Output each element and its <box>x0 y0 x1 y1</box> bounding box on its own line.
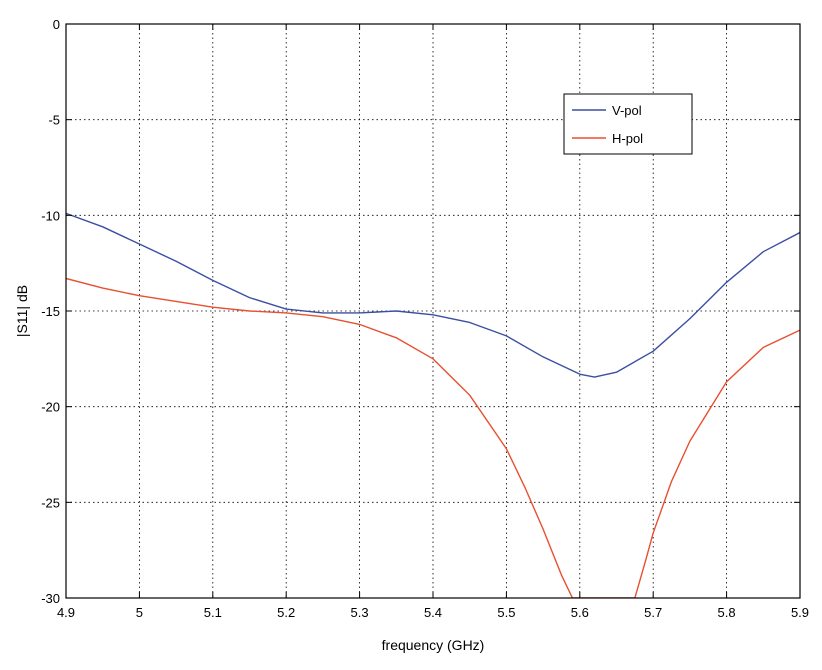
y-tick-label: -5 <box>48 113 60 128</box>
x-tick-label: 5.8 <box>718 605 736 620</box>
x-tick-label: 5.3 <box>351 605 369 620</box>
x-tick-label: 5.6 <box>571 605 589 620</box>
legend-box <box>563 93 693 155</box>
axis-ticks <box>65 23 801 599</box>
x-tick-label: 5.5 <box>497 605 515 620</box>
y-tick-label: -10 <box>41 208 60 223</box>
data-lines <box>66 212 800 598</box>
x-tick-label: 5.2 <box>277 605 295 620</box>
y-tick-label: -20 <box>41 400 60 415</box>
legend-label-h-pol: H-pol <box>612 131 643 146</box>
x-tick-label: 4.9 <box>57 605 75 620</box>
x-tick-label: 5.1 <box>204 605 222 620</box>
legend: V-pol H-pol <box>563 93 693 155</box>
y-tick-label: -25 <box>41 495 60 510</box>
y-tick-labels: 0 -5 -10 -15 -20 -25 -30 <box>41 17 60 606</box>
y-axis-label: |S11| dB <box>14 285 30 337</box>
series-line-v-pol <box>66 212 800 378</box>
series-line-h-pol <box>66 277 800 598</box>
x-tick-labels: 4.9 5 5.1 5.2 5.3 5.4 5.5 5.6 5.7 5.8 5.9 <box>57 605 809 620</box>
x-axis-label: frequency (GHz) <box>382 637 485 653</box>
y-tick-label: 0 <box>53 17 60 32</box>
x-tick-label: 5 <box>136 605 143 620</box>
x-tick-label: 5.7 <box>644 605 662 620</box>
x-tick-label: 5.4 <box>424 605 442 620</box>
grid-lines <box>66 24 800 598</box>
x-tick-label: 5.9 <box>791 605 809 620</box>
y-tick-label: -15 <box>41 304 60 319</box>
legend-label-v-pol: V-pol <box>612 103 642 118</box>
y-tick-label: -30 <box>41 591 60 606</box>
